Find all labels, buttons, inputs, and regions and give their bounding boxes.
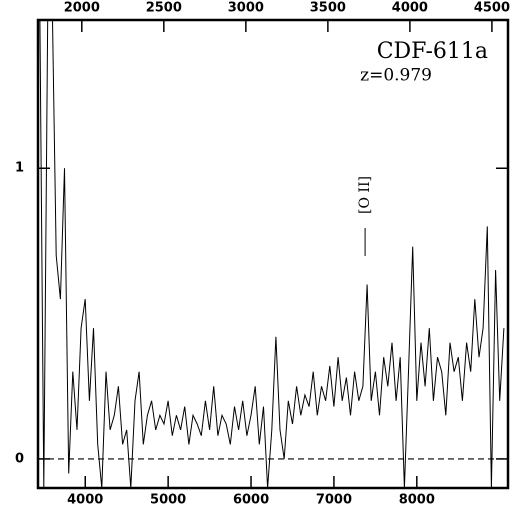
y-tick-label: 1: [15, 161, 24, 176]
spectrum-line: [39, 20, 505, 488]
x2-tick-label: 3000: [228, 1, 264, 16]
x-tick-label: 5000: [150, 493, 186, 508]
x-tick-label: 4000: [67, 493, 103, 508]
y-tick-label: 0: [15, 451, 24, 466]
subtitle: z=0.979: [360, 66, 432, 86]
plot-frame: [36, 18, 510, 490]
annotation-label: [O II]: [357, 176, 373, 214]
x-tick-label: 6000: [233, 493, 269, 508]
x2-tick-label: 2500: [146, 1, 182, 16]
chart-title: CDF-611a: [377, 39, 488, 64]
x-tick-label: 8000: [399, 493, 435, 508]
x2-tick-label: 3500: [310, 1, 346, 16]
x2-tick-label: 2000: [64, 1, 100, 16]
x2-tick-label: 4500: [474, 1, 510, 16]
x-tick-label: 7000: [316, 493, 352, 508]
x2-tick-label: 4000: [392, 1, 428, 16]
